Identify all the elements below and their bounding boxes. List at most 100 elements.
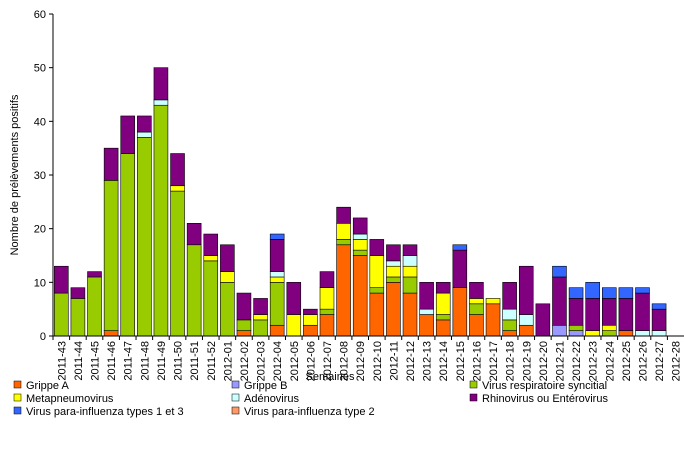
bar-segment bbox=[635, 330, 650, 337]
x-tick-label: 2012-19 bbox=[521, 341, 533, 381]
bar-segment bbox=[535, 303, 551, 337]
bar-segment bbox=[319, 308, 335, 315]
x-tick-label: 2012-23 bbox=[588, 341, 600, 381]
bar-segment bbox=[618, 330, 634, 337]
bar-segment bbox=[402, 292, 418, 337]
bar-segment bbox=[220, 282, 235, 337]
bar-segment bbox=[386, 282, 401, 337]
legend-swatch bbox=[231, 380, 240, 389]
bar-segment bbox=[618, 298, 634, 331]
bar-segment bbox=[469, 298, 484, 305]
legend-label: Grippe B bbox=[244, 380, 287, 392]
x-tick-label: 2012-15 bbox=[455, 341, 467, 381]
x-tick-label: 2011-46 bbox=[106, 341, 118, 381]
y-tick-label: 20 bbox=[34, 224, 46, 236]
bar-segment bbox=[253, 314, 268, 321]
bar-segment bbox=[435, 319, 451, 337]
legend-label: Adénovirus bbox=[244, 393, 300, 405]
x-tick-label: 2011-43 bbox=[56, 341, 68, 381]
bar-segment bbox=[552, 265, 567, 278]
bar-segment bbox=[651, 330, 667, 337]
bar-segment bbox=[54, 265, 69, 294]
bar-segment bbox=[269, 276, 285, 283]
y-axis-title: Nombre de prélèvements positifs bbox=[9, 94, 21, 255]
bar-segment bbox=[585, 282, 600, 299]
bar-segment bbox=[170, 153, 185, 187]
bar-segment bbox=[319, 271, 335, 289]
x-tick-label: 2011-52 bbox=[206, 341, 218, 381]
bar-segment bbox=[203, 233, 219, 256]
bar-segment bbox=[419, 282, 434, 310]
bar-segment bbox=[386, 260, 401, 267]
bar-segment bbox=[469, 282, 484, 299]
legend-label: Virus para-influenza type 2 bbox=[244, 406, 375, 418]
bar-segment bbox=[369, 239, 385, 256]
bar-segment bbox=[269, 233, 285, 240]
bar-segment bbox=[170, 190, 185, 337]
bar-segment bbox=[220, 271, 235, 283]
x-tick-label: 2011-50 bbox=[173, 341, 185, 381]
bar-segment bbox=[303, 324, 318, 337]
bar-segment bbox=[236, 319, 252, 331]
bar-segment bbox=[386, 265, 401, 278]
y-tick-label: 50 bbox=[34, 63, 46, 75]
bar-segment bbox=[336, 206, 351, 224]
bar-segment bbox=[319, 287, 335, 310]
bar-segment bbox=[336, 244, 351, 337]
x-tick-label: 2012-28 bbox=[671, 341, 683, 381]
x-tick-label: 2012-26 bbox=[637, 341, 649, 381]
bar-segment bbox=[435, 314, 451, 321]
bar-segment bbox=[469, 303, 484, 315]
legend-label: Grippe A bbox=[26, 380, 69, 392]
x-tick-label: 2012-18 bbox=[505, 341, 517, 381]
bar-segment bbox=[602, 298, 617, 326]
bar-segment bbox=[253, 298, 268, 315]
bar-segment bbox=[568, 287, 584, 299]
bar-segment bbox=[286, 282, 302, 315]
bar-segment bbox=[602, 330, 617, 337]
bar-segment bbox=[402, 255, 418, 267]
bar-segment bbox=[452, 244, 468, 251]
bar-segment bbox=[137, 131, 152, 138]
bar-segment bbox=[518, 265, 534, 315]
bar-segment bbox=[419, 314, 434, 337]
bar-segment bbox=[203, 260, 219, 337]
bar-segment bbox=[186, 223, 202, 246]
x-tick-label: 2011-48 bbox=[139, 341, 151, 381]
bar-segment bbox=[352, 239, 368, 251]
x-axis-title: Semaines bbox=[306, 371, 355, 383]
bar-segment bbox=[236, 330, 252, 337]
bar-segment bbox=[369, 287, 385, 294]
bar-segment bbox=[236, 292, 252, 321]
bar-segment bbox=[568, 324, 584, 331]
x-tick-label: 2011-45 bbox=[90, 341, 102, 381]
bar-segment bbox=[402, 244, 418, 256]
bar-segment bbox=[651, 308, 667, 331]
legend-swatch bbox=[469, 380, 478, 389]
bar-segment bbox=[502, 308, 517, 321]
bar-segment bbox=[269, 239, 285, 272]
bar-segment bbox=[552, 324, 567, 337]
bar-segment bbox=[170, 185, 185, 192]
bar-segment bbox=[352, 217, 368, 235]
x-tick-label: 2012-07 bbox=[322, 341, 334, 381]
bar-segment bbox=[203, 255, 219, 262]
bar-segment bbox=[602, 324, 617, 331]
bar-segment bbox=[485, 303, 501, 337]
legend-label: Virus para-influenza types 1 et 3 bbox=[26, 406, 184, 418]
bar-segment bbox=[87, 271, 102, 278]
bar-segment bbox=[386, 276, 401, 283]
bar-segment bbox=[369, 292, 385, 337]
bar-segment bbox=[518, 314, 534, 326]
bar-segment bbox=[153, 67, 169, 101]
y-tick-label: 10 bbox=[34, 277, 46, 289]
legend-label: Rhinovirus ou Entérovirus bbox=[482, 393, 608, 405]
bar-segment bbox=[485, 298, 501, 305]
x-tick-label: 2011-44 bbox=[73, 341, 85, 381]
bar-segment bbox=[502, 282, 517, 310]
x-tick-label: 2012-22 bbox=[571, 341, 583, 381]
bar-segment bbox=[352, 233, 368, 240]
bar-segment bbox=[618, 287, 634, 299]
legend-swatch bbox=[469, 393, 478, 402]
